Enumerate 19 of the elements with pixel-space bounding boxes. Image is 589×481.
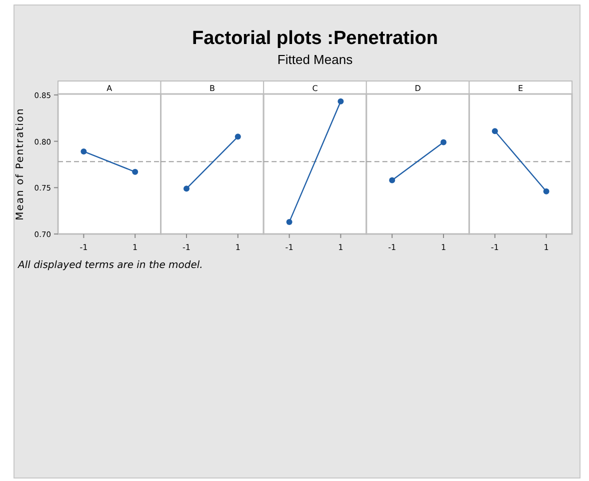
x-tick-label: -1 [80,243,88,252]
chart-title: A [106,84,113,93]
y-axis-title: Mean of Pentration [15,108,26,220]
text: All displayed terms are in the model. [17,260,203,271]
chart-title: C [312,84,318,93]
x-tick-label: 1 [338,243,344,252]
x-tick-label: 1 [440,243,446,252]
x-tick-label: 1 [235,243,240,252]
x-tick-label: -1 [490,243,499,252]
x-tick-label: -1 [182,243,190,252]
chart-title: B [209,84,215,93]
x-tick-label: -1 [285,243,294,252]
x-tick-label: -1 [388,243,396,252]
x-tick-label: 1 [544,243,549,252]
x-tick-label: 1 [132,243,138,252]
text: Factorial plots :Penetration [192,28,438,49]
text: Fitted Means [277,52,354,67]
chart-title: D [414,84,421,93]
chart-title: E [518,84,524,93]
